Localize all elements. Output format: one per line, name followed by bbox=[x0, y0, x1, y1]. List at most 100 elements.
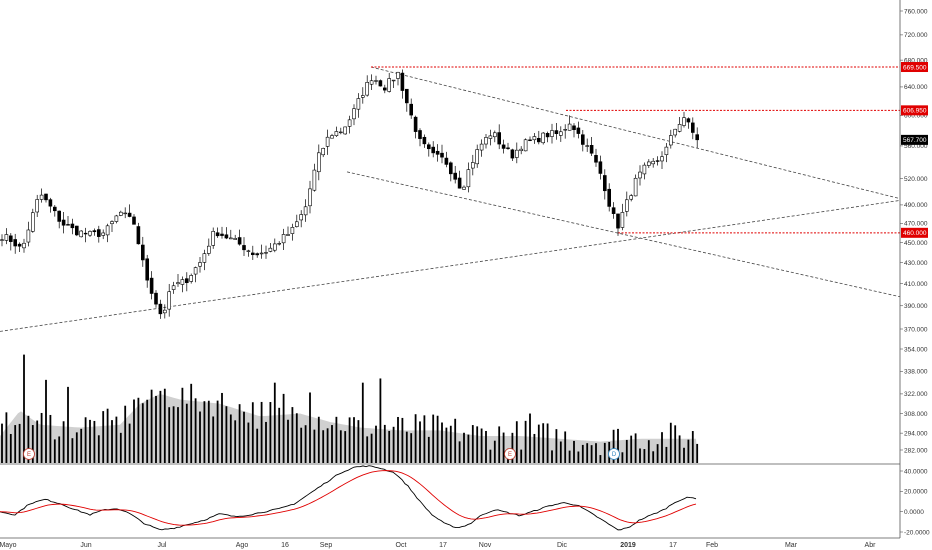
volume-bar[interactable] bbox=[119, 432, 122, 463]
volume-bar[interactable] bbox=[564, 431, 567, 463]
candle-up[interactable] bbox=[321, 148, 326, 156]
volume-bar[interactable] bbox=[432, 414, 435, 463]
candle-up[interactable] bbox=[365, 82, 370, 96]
volume-bar[interactable] bbox=[27, 415, 30, 463]
volume-bar[interactable] bbox=[317, 416, 320, 463]
candle-down[interactable] bbox=[431, 146, 436, 154]
volume-bar[interactable] bbox=[652, 451, 655, 463]
candle-down[interactable] bbox=[127, 212, 132, 217]
candle-up[interactable] bbox=[624, 199, 629, 212]
volume-bar[interactable] bbox=[498, 426, 501, 463]
candle-down[interactable] bbox=[242, 245, 246, 251]
volume-bar[interactable] bbox=[49, 414, 52, 463]
volume-bar[interactable] bbox=[621, 452, 624, 463]
volume-bar[interactable] bbox=[291, 407, 294, 463]
candle-down[interactable] bbox=[528, 139, 532, 141]
volume-bar[interactable] bbox=[502, 432, 505, 463]
candle-down[interactable] bbox=[158, 303, 163, 315]
volume-bar[interactable] bbox=[128, 423, 131, 463]
candle-up[interactable] bbox=[207, 245, 211, 254]
volume-bar[interactable] bbox=[643, 449, 646, 463]
candle-down[interactable] bbox=[154, 292, 158, 305]
volume-bar[interactable] bbox=[194, 398, 197, 463]
volume-bar[interactable] bbox=[471, 425, 474, 463]
candle-up[interactable] bbox=[114, 215, 119, 222]
volume-bar[interactable] bbox=[493, 440, 496, 463]
candle-up[interactable] bbox=[532, 136, 537, 141]
candle-down[interactable] bbox=[598, 161, 603, 174]
volume-bar[interactable] bbox=[348, 417, 351, 463]
candle-down[interactable] bbox=[215, 232, 220, 237]
volume-bar[interactable] bbox=[661, 432, 663, 463]
volume-bar[interactable] bbox=[278, 407, 281, 463]
candle-up[interactable] bbox=[563, 129, 568, 131]
volume-bar[interactable] bbox=[326, 428, 329, 463]
candle-up[interactable] bbox=[30, 212, 35, 232]
candle-up[interactable] bbox=[39, 194, 44, 200]
volume-bar[interactable] bbox=[678, 435, 681, 463]
candle-up[interactable] bbox=[558, 131, 563, 136]
volume-bar[interactable] bbox=[229, 414, 232, 463]
candle-down[interactable] bbox=[453, 172, 458, 180]
volume-bar[interactable] bbox=[458, 441, 461, 463]
candle-up[interactable] bbox=[308, 188, 312, 207]
volume-bar[interactable] bbox=[669, 422, 672, 463]
volume-bar[interactable] bbox=[31, 425, 34, 463]
volume-bar[interactable] bbox=[617, 428, 619, 463]
volume-bar[interactable] bbox=[603, 442, 606, 463]
volume-bar[interactable] bbox=[436, 415, 439, 463]
volume-bar[interactable] bbox=[555, 429, 558, 463]
volume-bar[interactable] bbox=[304, 425, 307, 463]
volume-bar[interactable] bbox=[313, 429, 316, 463]
volume-bar[interactable] bbox=[93, 420, 96, 463]
candle-down[interactable] bbox=[510, 149, 515, 159]
candle-up[interactable] bbox=[475, 149, 480, 165]
candle-up[interactable] bbox=[682, 117, 686, 126]
candle-down[interactable] bbox=[185, 278, 189, 284]
candle-up[interactable] bbox=[198, 262, 202, 267]
volume-bar[interactable] bbox=[612, 429, 615, 463]
volume-bar[interactable] bbox=[520, 449, 523, 463]
candle-up[interactable] bbox=[316, 152, 321, 173]
volume-bar[interactable] bbox=[683, 447, 685, 463]
volume-bar[interactable] bbox=[414, 414, 417, 463]
candle-up[interactable] bbox=[281, 234, 286, 244]
volume-bar[interactable] bbox=[590, 445, 593, 463]
candle-up[interactable] bbox=[629, 195, 634, 200]
volume-bar[interactable] bbox=[375, 425, 377, 463]
volume-bar[interactable] bbox=[344, 431, 347, 463]
candle-up[interactable] bbox=[286, 234, 290, 236]
volume-bar[interactable] bbox=[546, 423, 549, 463]
volume-bar[interactable] bbox=[247, 422, 250, 463]
volume-bar[interactable] bbox=[691, 431, 694, 463]
volume-bar[interactable] bbox=[1, 423, 3, 463]
candle-down[interactable] bbox=[17, 243, 22, 247]
earnings-event-marker[interactable]: E bbox=[23, 448, 35, 460]
volume-bar[interactable] bbox=[423, 415, 426, 463]
candle-up[interactable] bbox=[330, 135, 334, 139]
volume-bar[interactable] bbox=[392, 426, 395, 463]
volume-bar[interactable] bbox=[476, 426, 479, 463]
volume-bar[interactable] bbox=[405, 431, 408, 463]
volume-bar[interactable] bbox=[577, 451, 580, 463]
volume-bar[interactable] bbox=[441, 422, 443, 463]
candle-down[interactable] bbox=[83, 232, 88, 235]
candle-up[interactable] bbox=[462, 186, 466, 190]
candle-down[interactable] bbox=[224, 234, 229, 239]
volume-bar[interactable] bbox=[84, 417, 87, 463]
candle-down[interactable] bbox=[418, 130, 422, 139]
candle-up[interactable] bbox=[0, 239, 4, 241]
candle-down[interactable] bbox=[61, 219, 66, 226]
volume-bar[interactable] bbox=[185, 403, 188, 463]
candle-up[interactable] bbox=[646, 161, 651, 166]
candle-up[interactable] bbox=[259, 252, 264, 255]
trend-line-long-support[interactable] bbox=[0, 200, 901, 332]
candle-down[interactable] bbox=[92, 230, 97, 233]
volume-bar[interactable] bbox=[559, 441, 562, 463]
volume-bar[interactable] bbox=[656, 444, 659, 463]
volume-bar[interactable] bbox=[124, 405, 127, 463]
candle-down[interactable] bbox=[572, 125, 576, 130]
volume-bar[interactable] bbox=[449, 425, 452, 463]
volume-bar[interactable] bbox=[515, 421, 518, 463]
volume-bar[interactable] bbox=[137, 397, 140, 463]
